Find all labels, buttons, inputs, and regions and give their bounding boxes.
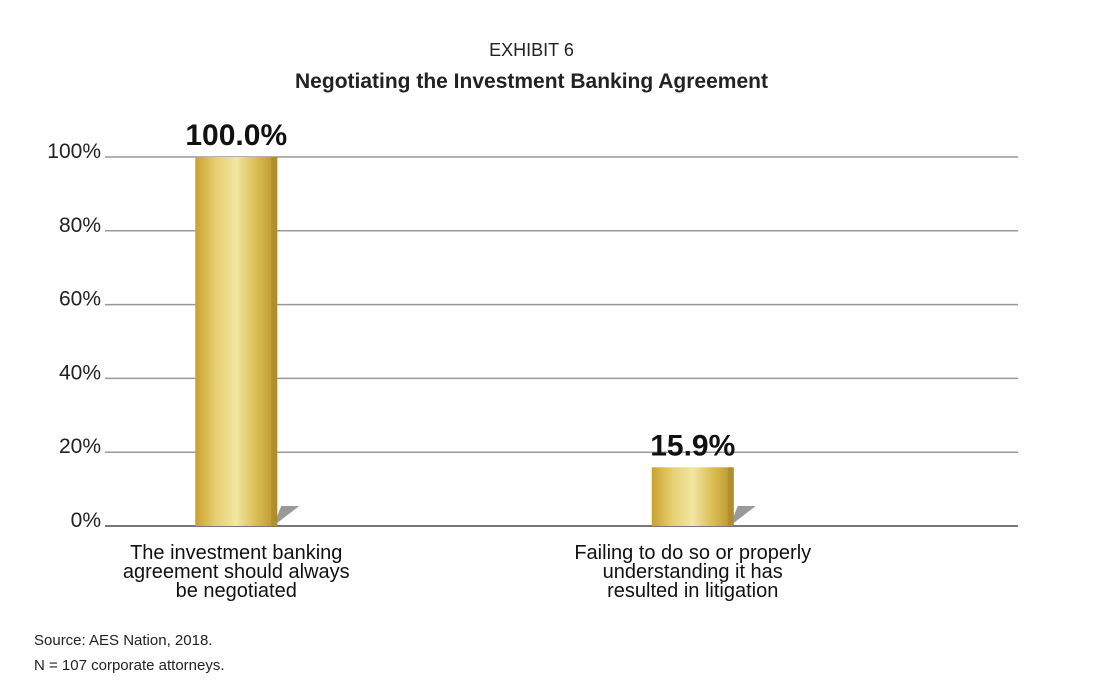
y-tick-label: 0% — [71, 509, 101, 532]
bar — [195, 157, 278, 526]
data-label: 100.0% — [185, 119, 287, 152]
bar-edge — [727, 467, 734, 526]
y-tick-label: 60% — [59, 288, 101, 311]
bar-shadow — [273, 506, 300, 526]
y-tick-label: 20% — [59, 435, 101, 458]
y-tick-label: 100% — [47, 140, 101, 163]
bar — [651, 467, 734, 526]
x-tick-label: agreement should always — [123, 561, 350, 583]
sample-size-note: N = 107 corporate attorneys. — [34, 657, 225, 674]
x-tick-label: be negotiated — [176, 580, 297, 602]
x-tick-label: understanding it has — [603, 561, 783, 583]
x-tick-label: The investment banking — [130, 542, 342, 564]
x-tick-label: Failing to do so or properly — [574, 542, 811, 564]
data-label: 15.9% — [650, 429, 735, 462]
y-tick-label: 80% — [59, 214, 101, 237]
bar-shadow — [729, 506, 756, 526]
x-tick-label: resulted in litigation — [607, 580, 778, 602]
source-note: Source: AES Nation, 2018. — [34, 632, 213, 649]
chart-title: Negotiating the Investment Banking Agree… — [295, 70, 768, 93]
chart-supertitle: EXHIBIT 6 — [489, 40, 574, 60]
bar-edge — [271, 157, 278, 526]
y-tick-label: 40% — [59, 361, 101, 384]
